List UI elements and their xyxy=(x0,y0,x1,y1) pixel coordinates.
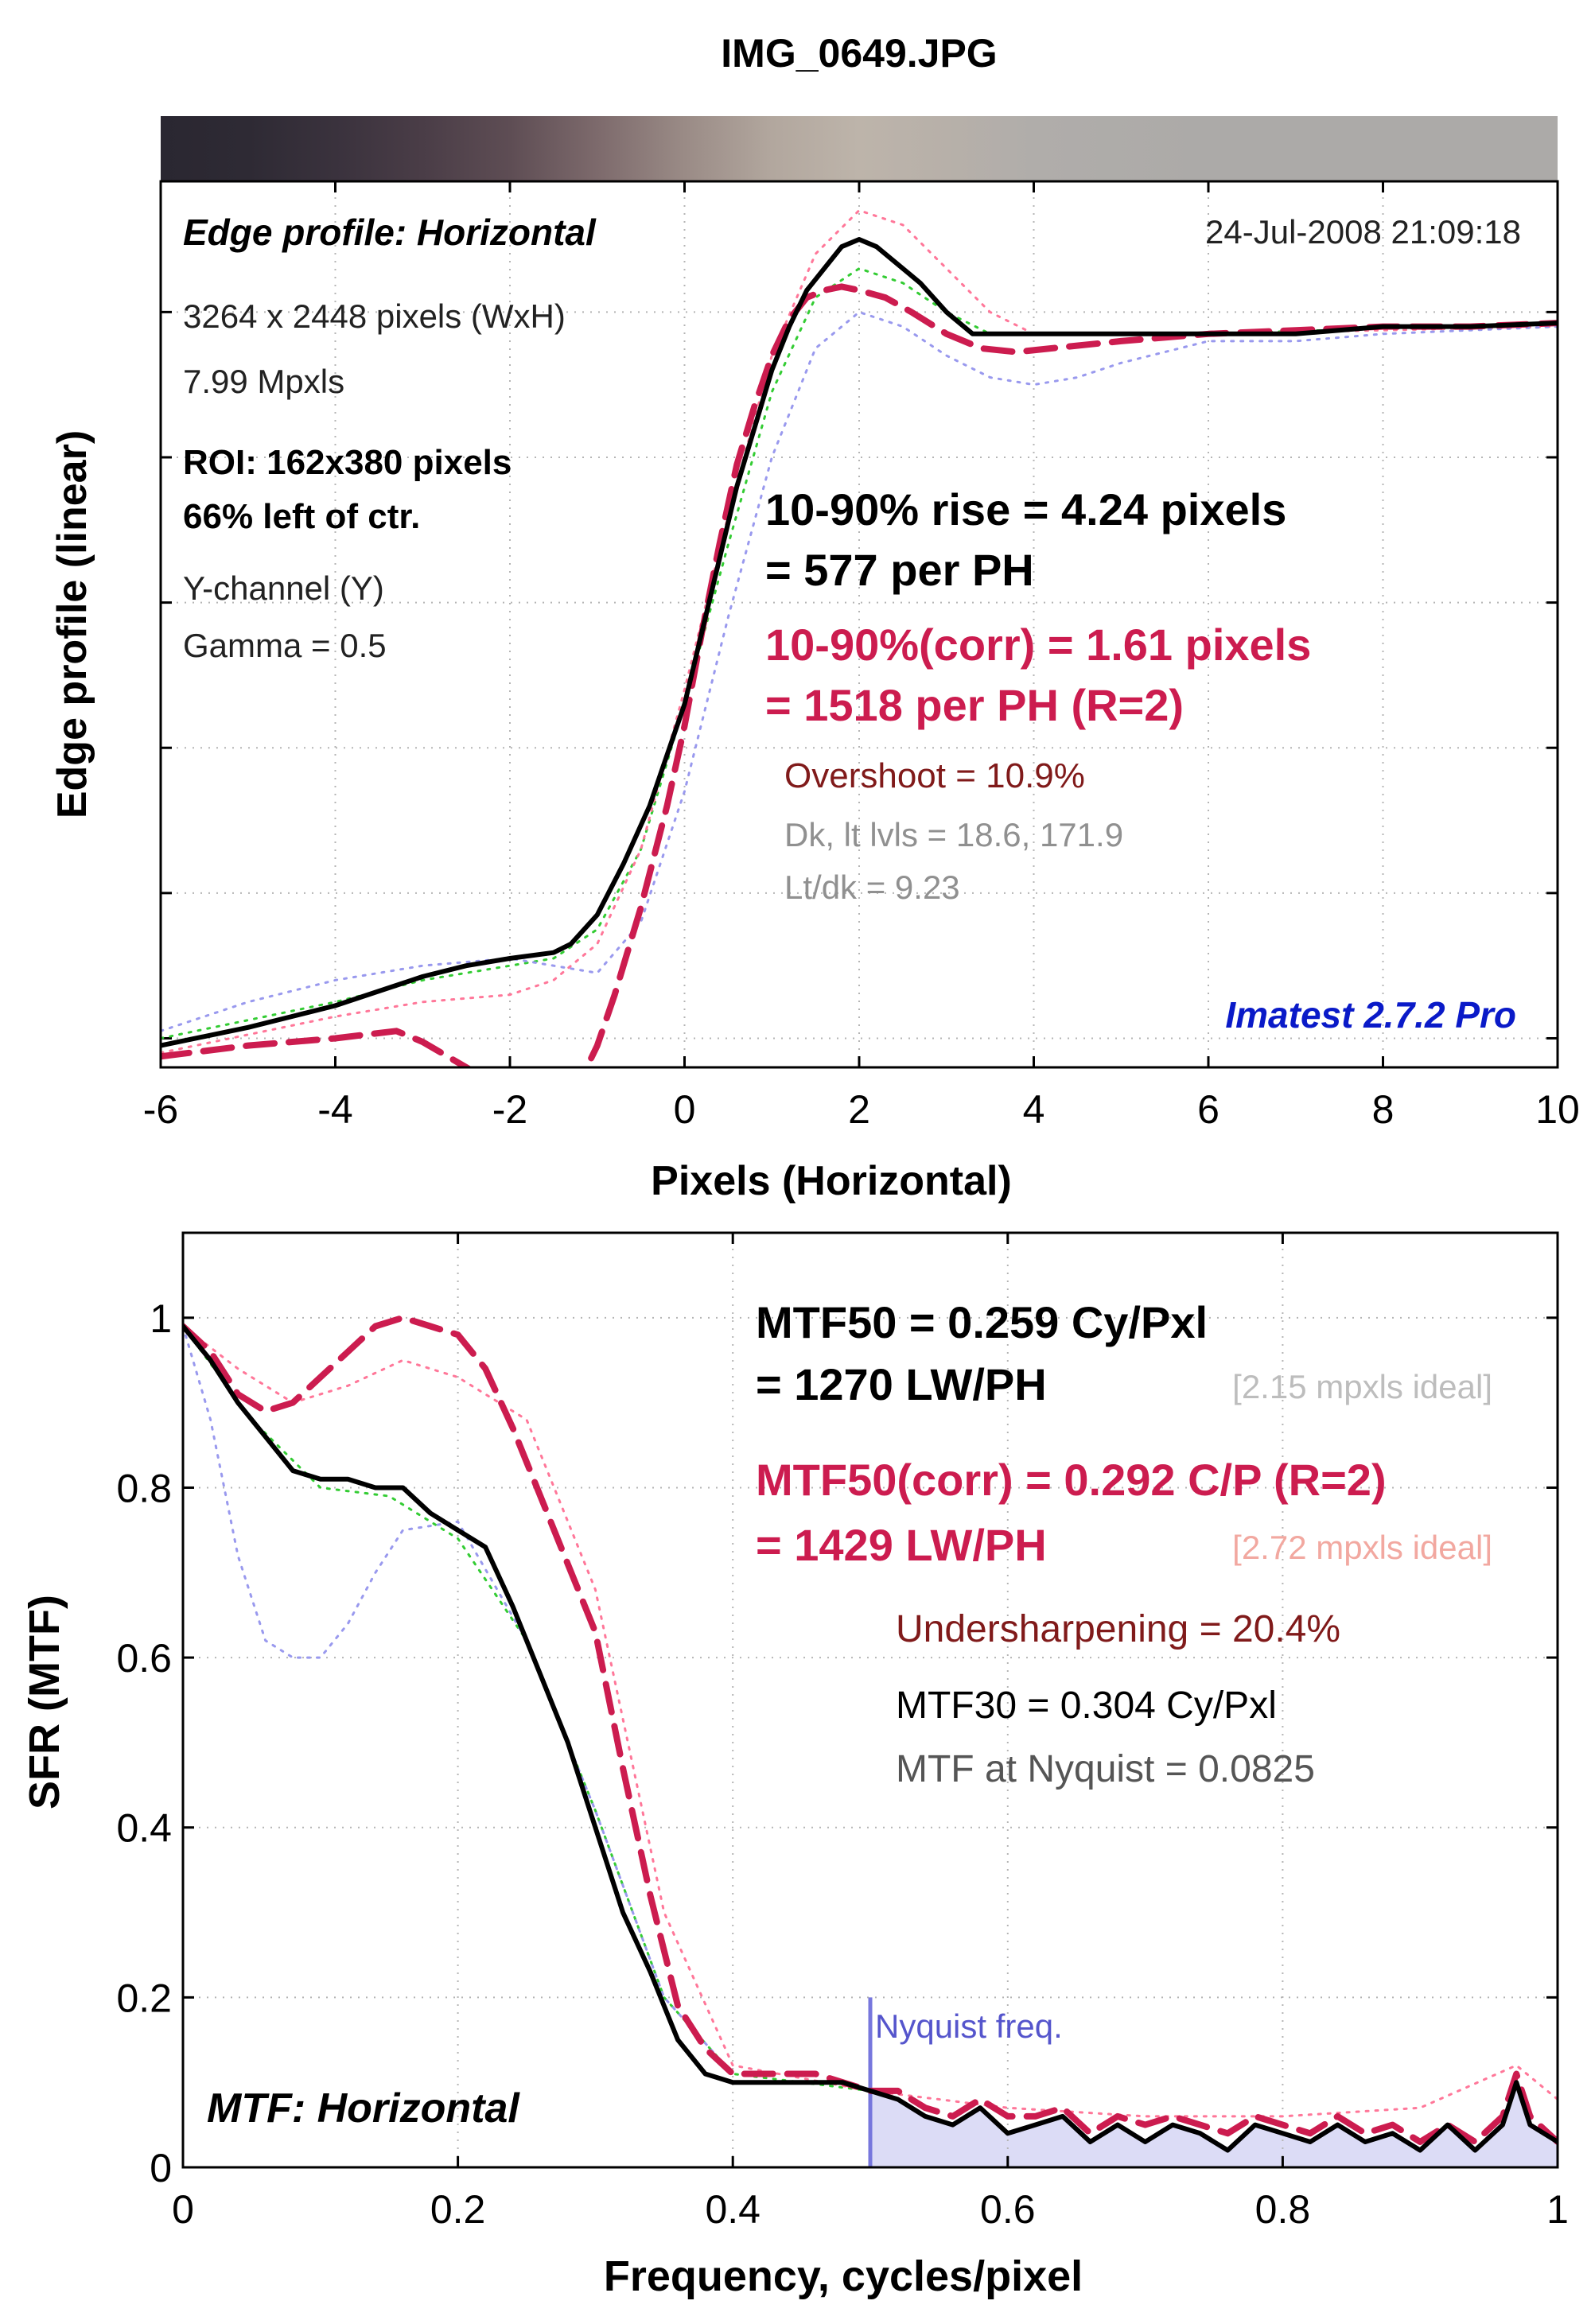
undersharpening: Undersharpening = 20.4% xyxy=(896,1608,1340,1650)
mtf50-corr-line2: = 1429 LW/PH xyxy=(756,1520,1047,1570)
y-tick-label: 1 xyxy=(150,1296,172,1341)
figure-title: IMG_0649.JPG xyxy=(721,31,997,76)
edge-roi: ROI: 162x380 pixels xyxy=(183,443,512,482)
x-tick-label: 0.6 xyxy=(980,2187,1036,2232)
x-tick-label: 0.8 xyxy=(1255,2187,1311,2232)
edge-profile-chart: -6 -4 -2 0 2 4 6 8 10 Edge profile: Horizontal 2… xyxy=(49,116,1580,1204)
software-version: Imatest 2.7.2 Pro xyxy=(1225,994,1516,1036)
edge-x-axis-label: Pixels (Horizontal) xyxy=(651,1158,1012,1204)
edge-ratio: Lt/dk = 9.23 xyxy=(784,869,960,906)
x-tick-label: 0.4 xyxy=(705,2187,760,2232)
x-tick-label: 1 xyxy=(1546,2187,1569,2232)
x-tick-label: 0 xyxy=(674,1087,696,1132)
series-measured xyxy=(183,1323,1558,2153)
series-corrected xyxy=(183,1314,1558,2145)
edge-overshoot: Overshoot = 10.9% xyxy=(784,756,1085,795)
mtf30: MTF30 = 0.304 Cy/Pxl xyxy=(896,1685,1277,1727)
mtf-chart: 0 0.2 0.4 0.6 0.8 1 0 0.2 0.4 0.6 0.8 1 Nyquist fr… xyxy=(21,1231,1569,2300)
y-tick-label: 0 xyxy=(150,2146,172,2190)
edge-gradient-bar xyxy=(161,116,1558,181)
y-tick-label: 0.4 xyxy=(116,1806,172,1851)
edge-x-tick-labels: -6 -4 -2 0 2 4 6 8 10 xyxy=(143,1087,1580,1132)
x-tick-label: -2 xyxy=(492,1087,527,1132)
series-dotted-pink xyxy=(161,209,1558,1055)
mtf50-line2: = 1270 LW/PH xyxy=(756,1359,1047,1409)
x-tick-label: 0 xyxy=(172,2187,194,2232)
mtf-y-axis-label: SFR (MTF) xyxy=(21,1595,68,1809)
series-dotted-blue xyxy=(183,1325,734,2075)
edge-corr-line2: = 1518 per PH (R=2) xyxy=(765,680,1184,730)
edge-levels: Dk, lt lvls = 18.6, 171.9 xyxy=(784,816,1123,853)
series-measured xyxy=(161,237,1558,1048)
mtf50-line1: MTF50 = 0.259 Cy/Pxl xyxy=(756,1297,1208,1347)
edge-timestamp: 24-Jul-2008 21:09:18 xyxy=(1205,213,1521,251)
series-dotted-blue xyxy=(161,310,1558,1032)
edge-y-axis-label: Edge profile (linear) xyxy=(49,430,95,818)
mtf-x-tick-labels: 0 0.2 0.4 0.6 0.8 1 xyxy=(172,2187,1569,2232)
mtf50-corr-ideal: [2.72 mpxls ideal] xyxy=(1232,1529,1492,1566)
edge-image-size: 3264 x 2448 pixels (WxH) xyxy=(183,297,566,335)
series-dotted-pink xyxy=(183,1325,1558,2118)
mtf-x-axis-label: Frequency, cycles/pixel xyxy=(604,2252,1083,2300)
x-tick-label: 4 xyxy=(1023,1087,1045,1132)
edge-roi-location: 66% left of ctr. xyxy=(183,497,420,536)
x-tick-label: -4 xyxy=(317,1087,352,1132)
y-tick-label: 0.8 xyxy=(116,1466,172,1510)
y-tick-label: 0.6 xyxy=(116,1636,172,1681)
edge-rise-line1: 10-90% rise = 4.24 pixels xyxy=(765,484,1286,534)
series-corrected xyxy=(161,283,1558,1067)
x-tick-label: 0.2 xyxy=(430,2187,486,2232)
nyquist-label: Nyquist freq. xyxy=(875,2007,1063,2045)
mtf-series xyxy=(183,1314,1558,2153)
mtf-y-tick-labels: 0 0.2 0.4 0.6 0.8 1 xyxy=(116,1296,172,2190)
y-tick-label: 0.2 xyxy=(116,1976,172,2020)
x-tick-label: -6 xyxy=(143,1087,178,1132)
mtf-at-nyquist: MTF at Nyquist = 0.0825 xyxy=(896,1748,1315,1790)
mtf-chart-title: MTF: Horizontal xyxy=(207,2085,520,2132)
edge-gamma: Gamma = 0.5 xyxy=(183,627,387,664)
mtf-grid xyxy=(183,1233,1558,2167)
nyquist-fill-region xyxy=(870,2082,1558,2167)
edge-corr-line1: 10-90%(corr) = 1.61 pixels xyxy=(765,620,1311,670)
edge-channel: Y-channel (Y) xyxy=(183,569,384,607)
x-tick-label: 8 xyxy=(1372,1087,1395,1132)
mtf50-ideal: [2.15 mpxls ideal] xyxy=(1232,1368,1492,1405)
x-tick-label: 2 xyxy=(848,1087,870,1132)
edge-rise-line2: = 577 per PH xyxy=(765,545,1034,595)
edge-chart-title: Edge profile: Horizontal xyxy=(183,212,597,253)
edge-series xyxy=(161,209,1558,1067)
x-tick-label: 6 xyxy=(1197,1087,1220,1132)
mtf50-corr-line1: MTF50(corr) = 0.292 C/P (R=2) xyxy=(756,1455,1387,1505)
x-tick-label: 10 xyxy=(1535,1087,1580,1132)
edge-mpxls: 7.99 Mpxls xyxy=(183,363,344,400)
